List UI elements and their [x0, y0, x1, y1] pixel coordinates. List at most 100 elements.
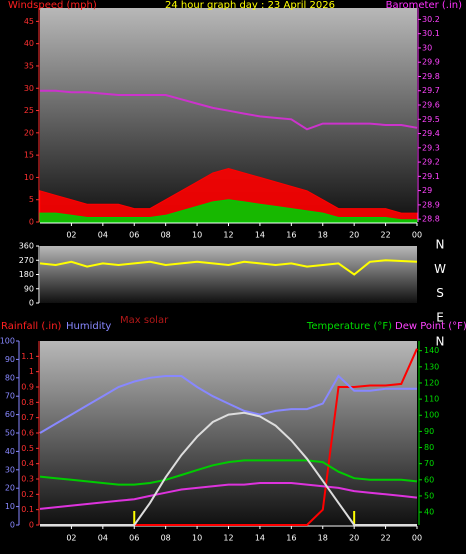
y-tick-label: 0 [29, 299, 34, 308]
y-tick-label: 35 [24, 61, 34, 70]
x-tick-label: 22 [380, 231, 390, 240]
series-area [39, 167, 418, 223]
y-tick-label: 45 [24, 17, 34, 26]
x-tick-label: 08 [161, 231, 171, 240]
y-tick-label: 0 [29, 521, 34, 530]
y-tick-label: 130 [424, 362, 439, 371]
y-tick-label: 40 [424, 508, 434, 517]
y-tick-label: 30.2 [422, 15, 440, 24]
y-tick-label: 30.1 [422, 29, 440, 38]
y-tick-label: 20 [5, 484, 15, 493]
series-label: Dew Point (°F) [395, 321, 466, 332]
plot-background [40, 341, 417, 525]
x-tick-label: 02 [66, 231, 76, 240]
y-tick-label: 10 [24, 173, 34, 182]
y-tick-label: 60 [424, 475, 434, 484]
y-tick-label: 30 [24, 84, 34, 93]
x-tick-label: 16 [286, 534, 296, 543]
y-tick-label: 50 [424, 491, 434, 500]
series-label: Barometer (.in) [386, 0, 462, 11]
y-tick-label: 29.5 [422, 115, 440, 124]
series-line [39, 459, 418, 486]
series-line [39, 374, 417, 434]
y-tick-label: W [434, 262, 446, 276]
y-tick-label: N [436, 238, 445, 252]
series-line [40, 411, 417, 526]
y-tick-label: 40 [24, 39, 34, 48]
plot-background [40, 246, 417, 303]
x-tick-label: 22 [380, 534, 390, 543]
y-tick-label: 29.9 [422, 58, 440, 67]
y-tick-label: 0.1 [21, 505, 34, 514]
y-tick-label: 20 [24, 128, 34, 137]
x-tick-label: 20 [349, 534, 359, 543]
y-tick-label: 120 [424, 378, 439, 387]
y-tick-label: 90 [24, 284, 34, 293]
y-tick-label: 270 [19, 256, 34, 265]
y-tick-label: 28.9 [422, 200, 440, 209]
y-tick-label: 0.7 [21, 413, 34, 422]
y-tick-label: 29.4 [422, 129, 440, 138]
y-tick-label: 90 [5, 355, 15, 364]
y-tick-label: 29 [422, 186, 432, 195]
y-tick-label: 60 [5, 410, 15, 419]
x-tick-label: 18 [318, 534, 328, 543]
x-tick-label: 02 [66, 534, 76, 543]
y-tick-label: 100 [0, 337, 15, 346]
y-tick-label: 0.3 [21, 475, 34, 484]
x-tick-label: 00 [412, 231, 422, 240]
x-tick-label: 06 [129, 231, 139, 240]
y-tick-label: 90 [424, 427, 434, 436]
x-tick-label: 12 [223, 231, 233, 240]
y-tick-label: 110 [424, 395, 439, 404]
x-tick-label: 10 [192, 534, 202, 543]
x-tick-label: 10 [192, 231, 202, 240]
y-tick-label: 50 [5, 429, 15, 438]
y-tick-label: E [436, 310, 444, 324]
y-tick-label: 360 [19, 242, 34, 251]
x-tick-label: 14 [255, 534, 265, 543]
y-tick-label: 40 [5, 447, 15, 456]
y-tick-label: 29.8 [422, 72, 440, 81]
y-tick-label: 1.1 [21, 352, 34, 361]
x-tick-label: 04 [98, 231, 108, 240]
x-tick-label: 18 [318, 231, 328, 240]
y-tick-label: 29.6 [422, 101, 440, 110]
y-tick-label: 70 [5, 392, 15, 401]
x-tick-label: 16 [286, 231, 296, 240]
y-tick-label: 10 [5, 502, 15, 511]
y-tick-label: 5 [29, 195, 34, 204]
x-tick-label: 04 [98, 534, 108, 543]
x-tick-label: 06 [129, 534, 139, 543]
y-tick-label: N [436, 335, 445, 349]
series-label: Temperature (°F) [306, 321, 392, 332]
series-line [39, 482, 418, 510]
y-tick-label: 100 [424, 411, 439, 420]
y-tick-label: 0.8 [21, 398, 34, 407]
y-tick-label: 30 [5, 465, 15, 474]
x-tick-label: 14 [255, 231, 265, 240]
series-label: Humidity [66, 321, 111, 332]
y-tick-label: 15 [24, 151, 34, 160]
y-tick-label: 80 [424, 443, 434, 452]
y-tick-label: 0.6 [21, 429, 34, 438]
series-label: Max solar [120, 315, 169, 326]
series-label: Windspeed (mph) [8, 0, 97, 11]
series-label: Rainfall (.in) [1, 321, 62, 332]
x-tick-label: 00 [412, 534, 422, 543]
series-area [39, 199, 418, 223]
chart-title: 24 hour graph day : 23 April 2026 [165, 0, 335, 11]
y-tick-label: 140 [424, 346, 439, 355]
x-tick-label: 12 [223, 534, 233, 543]
y-tick-label: 29.3 [422, 143, 440, 152]
y-tick-label: S [436, 286, 444, 300]
x-tick-label: 20 [349, 231, 359, 240]
y-tick-label: 29.1 [422, 172, 440, 181]
y-tick-label: 0 [10, 521, 15, 530]
y-tick-label: 1 [29, 367, 34, 376]
y-tick-label: 29.2 [422, 158, 440, 167]
y-tick-label: 0.2 [21, 490, 34, 499]
y-tick-label: 28.8 [422, 215, 440, 224]
